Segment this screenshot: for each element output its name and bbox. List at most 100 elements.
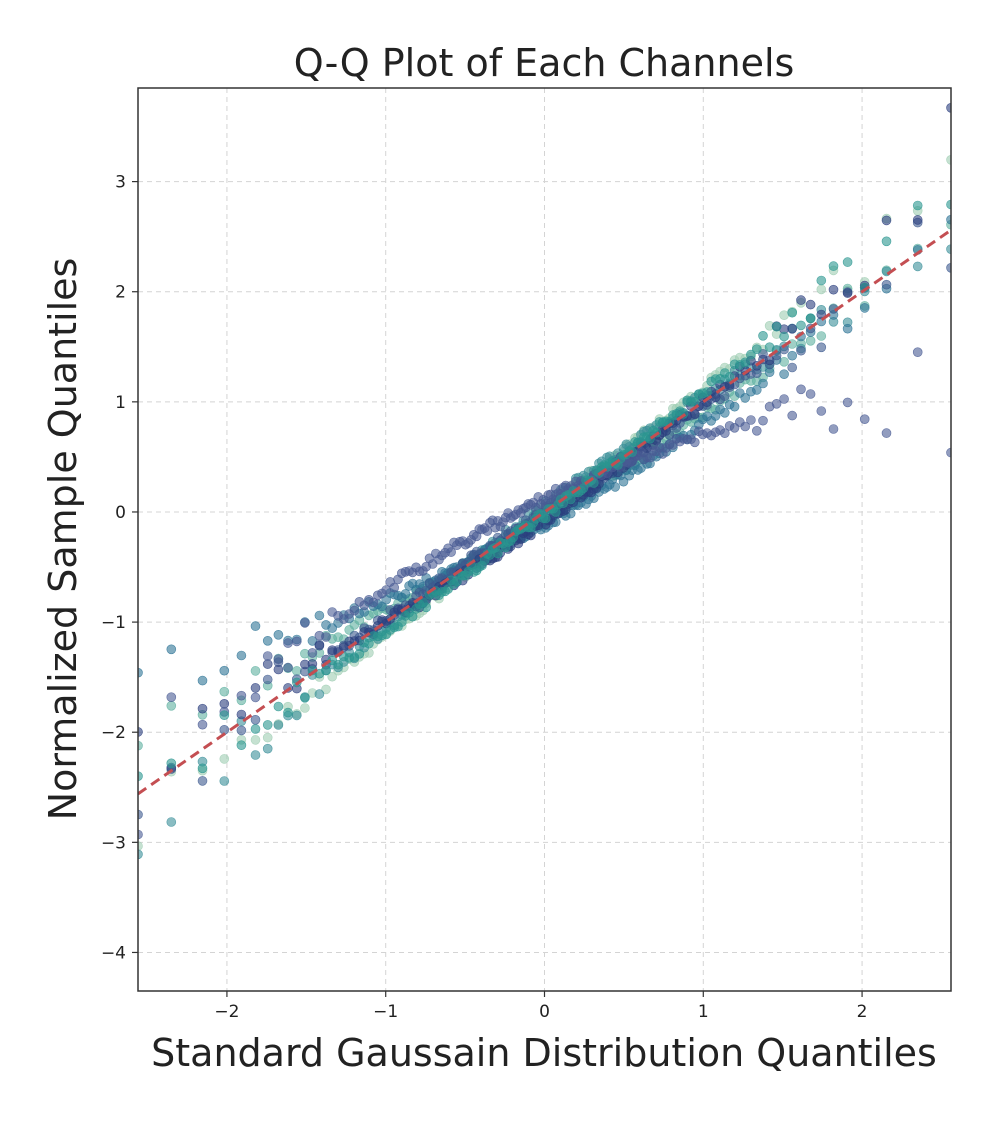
qq-point xyxy=(796,384,806,395)
qq-point xyxy=(565,494,576,505)
qq-point xyxy=(729,401,740,412)
qq-point xyxy=(758,378,768,389)
y-axis-ticks: −4 −3 −2 −1 0 1 2 3 xyxy=(101,173,138,963)
qq-point xyxy=(881,215,892,226)
qq-point xyxy=(787,362,798,373)
y-tick-label: 2 xyxy=(115,283,126,303)
qq-point xyxy=(138,667,143,678)
scatter-points xyxy=(138,103,951,860)
grid-lines xyxy=(138,88,951,991)
qq-point xyxy=(805,389,816,399)
qq-point xyxy=(881,279,892,290)
qq-point xyxy=(946,263,951,273)
qq-point xyxy=(197,719,208,730)
qq-point xyxy=(787,307,798,318)
qq-point xyxy=(946,244,951,254)
qq-point xyxy=(138,727,143,737)
qq-point xyxy=(787,323,798,334)
qq-point xyxy=(779,394,789,404)
qq-point xyxy=(197,703,208,714)
qq-point xyxy=(805,335,816,346)
qq-point xyxy=(219,776,230,786)
qq-point xyxy=(446,547,456,557)
qq-point xyxy=(746,415,756,425)
y-tick-label: 0 xyxy=(115,503,126,523)
qq-point xyxy=(197,675,208,686)
x-axis-ticks: −2 −1 0 1 2 xyxy=(214,991,867,1022)
qq-point xyxy=(138,809,143,820)
y-tick-label: −3 xyxy=(101,833,126,853)
qq-point xyxy=(381,585,392,595)
x-tick-label: −1 xyxy=(373,1002,398,1022)
qq-point xyxy=(273,664,284,675)
qq-point xyxy=(262,651,273,661)
qq-point xyxy=(219,698,230,709)
qq-point xyxy=(166,644,177,655)
qq-point xyxy=(779,331,789,342)
qq-point xyxy=(389,582,400,593)
y-tick-label: 1 xyxy=(115,393,126,413)
qq-point xyxy=(349,605,360,616)
qq-point xyxy=(859,414,870,425)
qq-point xyxy=(236,709,247,720)
qq-point xyxy=(219,754,230,764)
qq-point xyxy=(273,654,284,665)
qq-point xyxy=(796,345,806,356)
qq-point xyxy=(273,701,284,712)
qq-point xyxy=(758,330,768,341)
qq-point xyxy=(236,650,247,661)
qq-point xyxy=(758,415,768,426)
qq-point xyxy=(250,692,261,703)
qq-point xyxy=(859,303,870,313)
qq-point xyxy=(828,261,839,271)
qq-point xyxy=(364,638,374,649)
qq-point xyxy=(291,636,302,647)
qq-point xyxy=(236,725,247,736)
qq-point xyxy=(250,724,261,734)
qq-point xyxy=(283,707,293,718)
qq-point xyxy=(881,236,892,247)
qq-point xyxy=(702,387,712,397)
qq-point xyxy=(912,347,923,358)
y-tick-label: −4 xyxy=(101,943,126,963)
reference-line xyxy=(138,228,951,796)
x-tick-label: −2 xyxy=(214,1002,239,1022)
qq-point xyxy=(138,740,143,751)
qq-point xyxy=(421,602,432,613)
qq-point xyxy=(740,357,751,368)
qq-point xyxy=(219,686,230,697)
qq-point xyxy=(400,589,411,599)
qq-point xyxy=(828,284,839,295)
qq-point xyxy=(250,683,261,693)
qq-point xyxy=(796,295,806,305)
qq-point xyxy=(842,288,853,298)
qq-point xyxy=(816,342,827,353)
qq-point xyxy=(842,397,853,408)
qq-point xyxy=(273,720,284,730)
qq-point xyxy=(262,674,273,685)
qq-point xyxy=(764,342,775,353)
qq-point xyxy=(492,548,503,559)
qq-point xyxy=(710,411,721,421)
qq-point xyxy=(321,684,331,695)
qq-point xyxy=(689,437,700,448)
qq-point xyxy=(779,369,789,380)
qq-point xyxy=(314,689,325,699)
qq-point xyxy=(197,763,208,774)
qq-point xyxy=(250,735,261,745)
qq-point xyxy=(250,750,261,760)
qq-point xyxy=(262,720,273,730)
y-tick-label: −1 xyxy=(101,613,126,633)
qq-point xyxy=(327,671,338,682)
qq-point xyxy=(368,597,379,608)
qq-point xyxy=(321,632,331,642)
qq-point xyxy=(250,666,261,676)
qq-point xyxy=(946,199,951,210)
qq-point xyxy=(166,700,177,711)
qq-point xyxy=(197,776,208,786)
qq-point xyxy=(912,215,923,225)
y-tick-label: 3 xyxy=(115,173,126,193)
qq-point xyxy=(842,257,853,267)
qq-point xyxy=(407,611,418,622)
